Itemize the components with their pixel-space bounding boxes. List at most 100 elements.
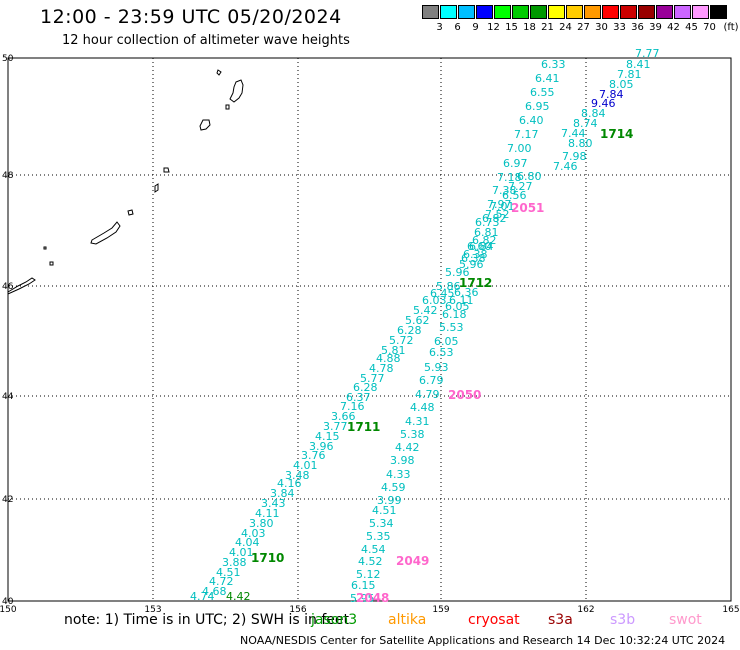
- color-swatch: [512, 5, 529, 19]
- wave-height-value: 6.79: [419, 374, 444, 387]
- wave-height-value: 7.81: [617, 68, 642, 81]
- lat-tick-label: 42: [2, 495, 13, 505]
- lon-tick-label: 159: [432, 605, 449, 615]
- wave-height-value: 4.79: [415, 388, 440, 401]
- satellite-legend-s3b: s3b: [610, 612, 636, 628]
- wave-height-value: 4.78: [369, 362, 394, 375]
- wave-height-value: 5.86: [436, 280, 461, 293]
- wave-height-value: 6.41: [535, 72, 560, 85]
- wave-height-value: 4.88: [376, 352, 401, 365]
- wave-height-value: 7.18: [497, 171, 522, 184]
- wave-height-value: 6.80: [517, 170, 542, 183]
- wave-height-value: 4.31: [405, 415, 430, 428]
- color-scale-label: 27: [577, 22, 590, 33]
- pass-time-label: 1712: [459, 276, 492, 290]
- wave-height-value: 4.42: [226, 590, 251, 603]
- color-scale-label: 36: [631, 22, 644, 33]
- wave-height-value: 6.84: [469, 240, 494, 253]
- wave-height-value: 5.62: [405, 314, 430, 327]
- wave-height-value: 6.81: [474, 226, 499, 239]
- credit-line: NOAA/NESDIS Center for Satellite Applica…: [240, 634, 726, 647]
- wave-height-value: 4.04: [235, 536, 260, 549]
- wave-height-value: 6.18: [442, 308, 467, 321]
- color-scale-label: 21: [541, 22, 554, 33]
- color-scale-label: 45: [685, 22, 698, 33]
- wave-height-value: 4.72: [209, 575, 234, 588]
- wave-height-value: 5.77: [360, 372, 385, 385]
- lat-tick-label: 46: [2, 282, 14, 292]
- map-title: 12:00 - 23:59 UTC 05/20/2024: [40, 6, 342, 28]
- color-swatch: [584, 5, 601, 19]
- wave-height-value: 3.80: [249, 517, 274, 530]
- color-scale-label: 12: [487, 22, 500, 33]
- island-1: [216, 69, 222, 76]
- satellite-legend-jason3: jason3: [311, 612, 358, 628]
- wave-height-value: 4.11: [255, 507, 280, 520]
- wave-height-value: 6.15: [351, 579, 376, 592]
- wave-height-value: 8.74: [573, 117, 598, 130]
- pass-time-label: 1710: [251, 551, 284, 565]
- wave-height-value: 6.38: [461, 252, 486, 265]
- wave-height-value: 3.48: [285, 469, 310, 482]
- wave-height-value: 3.77: [323, 420, 348, 433]
- wave-height-value: 7.27: [508, 180, 533, 193]
- wave-height-value: 3.99: [377, 494, 402, 507]
- wave-height-labels: 7.778.417.818.057.849.468.848.747.44 1714…: [190, 47, 660, 605]
- wave-height-value: 6.45: [430, 287, 455, 300]
- wave-height-value: 7.97: [487, 198, 512, 211]
- wave-height-value: 5.93: [424, 361, 449, 374]
- lon-tick-label: 156: [289, 605, 306, 615]
- wave-height-value: 4.16: [277, 477, 302, 490]
- wave-height-value: 3.84: [270, 487, 295, 500]
- pass-time-label: 2051: [511, 201, 544, 215]
- wave-height-value: 6.11: [449, 294, 474, 307]
- color-scale-unit: (ft): [723, 22, 739, 33]
- wave-height-value: 7.46: [553, 160, 578, 173]
- color-swatch: [710, 5, 727, 19]
- wave-height-value: 6.33: [541, 58, 566, 71]
- island-5: [163, 167, 170, 173]
- wave-height-value: 3.88: [222, 556, 247, 569]
- map-subtitle: 12 hour collection of altimeter wave hei…: [62, 33, 350, 48]
- color-scale-label: 9: [472, 22, 479, 33]
- island-8: [90, 221, 121, 245]
- color-swatch: [692, 5, 709, 19]
- island-10: [49, 261, 54, 266]
- color-scale-label: 42: [667, 22, 680, 33]
- lon-tick-label: 150: [0, 605, 17, 615]
- wave-height-value: 4.51: [372, 504, 397, 517]
- satellite-legend-swot: swot: [669, 612, 702, 628]
- color-scale-label: 24: [559, 22, 572, 33]
- wave-height-value: 5.81: [381, 344, 406, 357]
- color-swatch: [638, 5, 655, 19]
- color-swatch: [566, 5, 583, 19]
- lon-tick-label: 153: [144, 605, 161, 615]
- wave-height-value: 6.82: [472, 234, 497, 247]
- wave-height-value: 6.05: [445, 300, 470, 313]
- wave-height-value: 4.59: [381, 481, 406, 494]
- wave-height-value: 7.44: [561, 127, 586, 140]
- wave-height-value: 6.38: [463, 248, 488, 261]
- coastline: [7, 69, 244, 295]
- pass-time-label: 1711: [347, 420, 380, 434]
- wave-height-value: 6.40: [519, 114, 544, 127]
- wave-height-value: 6.97: [503, 157, 528, 170]
- color-scale-label: 18: [523, 22, 536, 33]
- wave-height-value: 7.16: [340, 400, 365, 413]
- wave-height-value: 3.43: [261, 497, 286, 510]
- wave-height-value: 5.12: [356, 568, 381, 581]
- wave-height-value: 4.42: [395, 441, 420, 454]
- pass-time-label: 2048: [356, 591, 389, 605]
- wave-height-value: 6.95: [525, 100, 550, 113]
- pass-time-label: 2050: [448, 388, 481, 402]
- island-3: [225, 104, 230, 110]
- wave-height-value: 7.98: [562, 150, 587, 163]
- wave-height-value: 6.05: [434, 335, 459, 348]
- wave-height-value: 5.34: [369, 517, 394, 530]
- wave-height-value: 6.28: [353, 381, 378, 394]
- color-scale-label: 70: [703, 22, 716, 33]
- color-swatch: [656, 5, 673, 19]
- island-4: [199, 119, 211, 131]
- wave-height-value: 7.52: [485, 208, 510, 221]
